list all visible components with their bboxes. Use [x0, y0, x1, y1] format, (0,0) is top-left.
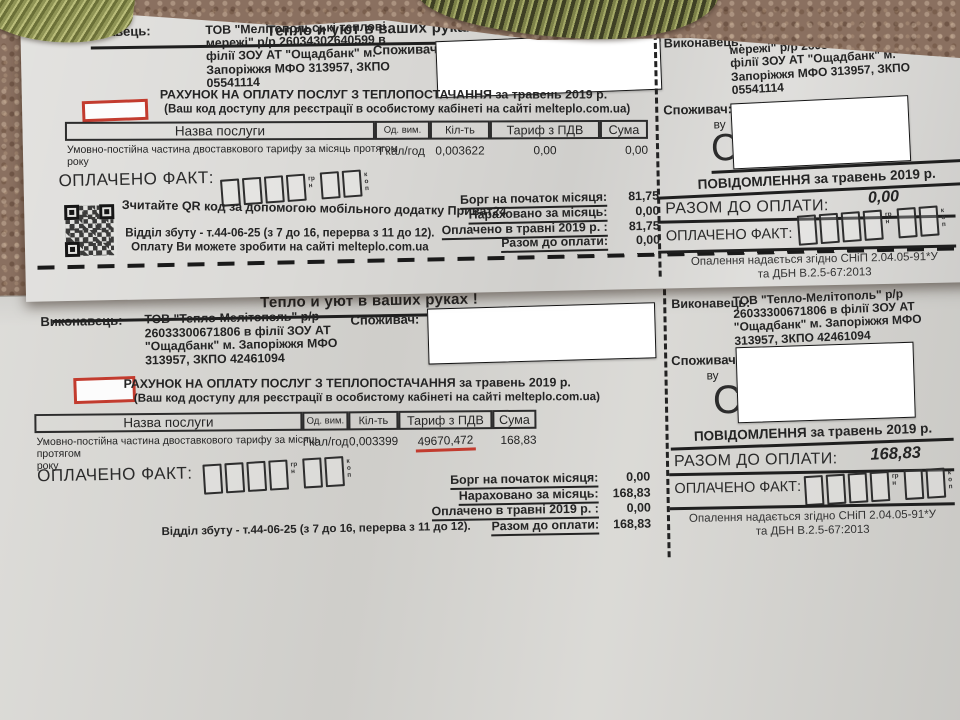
heating-note: та ДБН В.2.5-67:2013: [755, 523, 870, 538]
consumer-label: Споживач:: [350, 311, 420, 328]
cash-box: [202, 463, 224, 495]
currency-uah: грн: [307, 174, 316, 190]
cash-box: [246, 460, 268, 492]
consumer-label: Споживач:: [372, 41, 442, 58]
cash-box: [918, 205, 940, 237]
service-row-qty: 0,003399: [348, 433, 399, 449]
cash-box: [302, 457, 324, 489]
paid-fact-label: ОПЛАЧЕНО ФАКТ:: [665, 225, 793, 245]
summary-block: Борг на початок місяця: 81,75 Нараховано…: [422, 188, 661, 254]
cash-box: [862, 209, 884, 241]
cash-box: [268, 459, 290, 491]
summary-value: 81,75: [628, 188, 660, 204]
col-sum: Сума: [492, 409, 537, 430]
consumer-redaction-box: [426, 302, 657, 365]
access-code-redaction-box: [81, 98, 149, 123]
cash-box: [803, 475, 825, 507]
currency-uah: грн: [884, 210, 892, 226]
heating-bill-bottom: Тепло и уют в ваших руках ! Виконавець: …: [0, 278, 960, 720]
invoice-title: РАХУНОК НА ОПЛАТУ ПОСЛУГ З ТЕПЛОПОСТАЧАН…: [123, 375, 571, 391]
consumer-redaction-box: [735, 341, 916, 424]
cash-box: [319, 171, 341, 200]
cash-box: [224, 462, 246, 494]
cash-box: [847, 472, 869, 504]
service-row-unit: Гкал/год: [379, 143, 425, 158]
service-row-unit: Гкал/год: [302, 434, 349, 449]
invoice-subtitle: (Ваш код доступу для реєстрації в особис…: [164, 102, 631, 116]
summary-label: Разом до оплати:: [501, 234, 609, 254]
cash-box: [818, 212, 840, 245]
consumer-label: Споживач:: [663, 101, 733, 118]
col-service: Назва послуги: [64, 120, 375, 141]
sales-dept-block: Відділ збуту - т.44-06-25 (з 7 до 16, пе…: [120, 227, 440, 255]
col-tariff: Тариф з ПДВ: [489, 120, 600, 140]
cash-box: [925, 467, 947, 499]
service-row-tariff: 0,00: [533, 143, 557, 158]
currency-kop: коп: [346, 457, 352, 479]
col-unit: Од. вим.: [302, 411, 349, 431]
col-tariff: Тариф з ПДВ: [398, 410, 493, 430]
qr-code-icon: [62, 202, 118, 260]
paid-fact-label: ОПЛАЧЕНО ФАКТ:: [674, 478, 802, 498]
cash-box: [285, 173, 307, 202]
cash-box: [796, 214, 818, 246]
currency-kop: коп: [363, 171, 370, 192]
summary-value: 0,00: [635, 203, 660, 218]
executor-text: ТОВ "Тепло-Мелітополь" р/р 2603330067180…: [732, 286, 922, 348]
cash-box: [324, 456, 345, 488]
cash-box: [896, 207, 918, 239]
col-sum: Сума: [599, 119, 648, 140]
cash-box: [840, 211, 862, 243]
cash-box: [825, 473, 847, 505]
executor-label: Виконавець:: [40, 312, 123, 330]
currency-kop: коп: [940, 207, 946, 228]
col-qty: Кіл-ть: [429, 120, 490, 140]
service-row-sum: 168,83: [500, 432, 537, 448]
col-service: Назва послуги: [34, 411, 303, 434]
invoice-title: РАХУНОК НА ОПЛАТУ ПОСЛУГ З ТЕПЛОПОСТАЧАН…: [159, 87, 608, 102]
total-due-value: 0,00: [867, 188, 900, 207]
sales-dept-line: Відділ збуту - т.44-06-25 (з 7 до 16, пе…: [125, 227, 435, 240]
cash-box: [903, 468, 925, 501]
payment-stub-bottom: Виконавець: ТОВ "Тепло-Мелітополь" р/р 2…: [663, 282, 960, 573]
cash-box: [869, 471, 891, 503]
tariff-red-underline: 49670,472: [415, 432, 476, 453]
cash-box: [263, 175, 285, 204]
paid-fact-label: ОПЛАЧЕНО ФАКТ:: [36, 463, 193, 486]
total-due-label: РАЗОМ ДО ОПЛАТИ:: [673, 450, 838, 471]
total-due-value: 168,83: [870, 443, 922, 464]
service-row-sum: 0,00: [625, 142, 649, 157]
summary-value: 81,75: [628, 218, 660, 233]
executor-text: ТОВ "Тепло-Мелітополь" р/р 2603330067180…: [144, 309, 338, 367]
consumer-label: Споживач:: [671, 351, 741, 369]
cash-box: [341, 169, 363, 198]
service-row-tariff: 49670,472: [399, 432, 493, 453]
sales-dept-line: Відділ збуту - т.44-06-25 (з 7 до 16, пе…: [161, 520, 471, 539]
consumer-redaction-box: [730, 95, 912, 170]
currency-uah: грн: [891, 472, 899, 487]
col-qty: Кіл-ть: [348, 410, 399, 431]
currency-kop: коп: [947, 469, 953, 491]
summary-value: 0,00: [626, 469, 651, 484]
summary-value: 0,00: [635, 233, 661, 248]
currency-uah: грн: [290, 460, 298, 476]
pay-online-line: Оплату Ви можете зробити на сайті meltep…: [131, 241, 429, 254]
paid-fact-label: ОПЛАЧЕНО ФАКТ:: [58, 167, 215, 191]
service-row-qty: 0,003622: [435, 143, 485, 158]
col-unit: Од. вим.: [374, 120, 430, 140]
invoice-subtitle: (Ваш код доступу для реєстрації в особис…: [133, 390, 600, 405]
summary-value: 0,00: [626, 500, 651, 515]
summary-value: 168,83: [613, 516, 652, 531]
summary-value: 168,83: [612, 485, 651, 500]
